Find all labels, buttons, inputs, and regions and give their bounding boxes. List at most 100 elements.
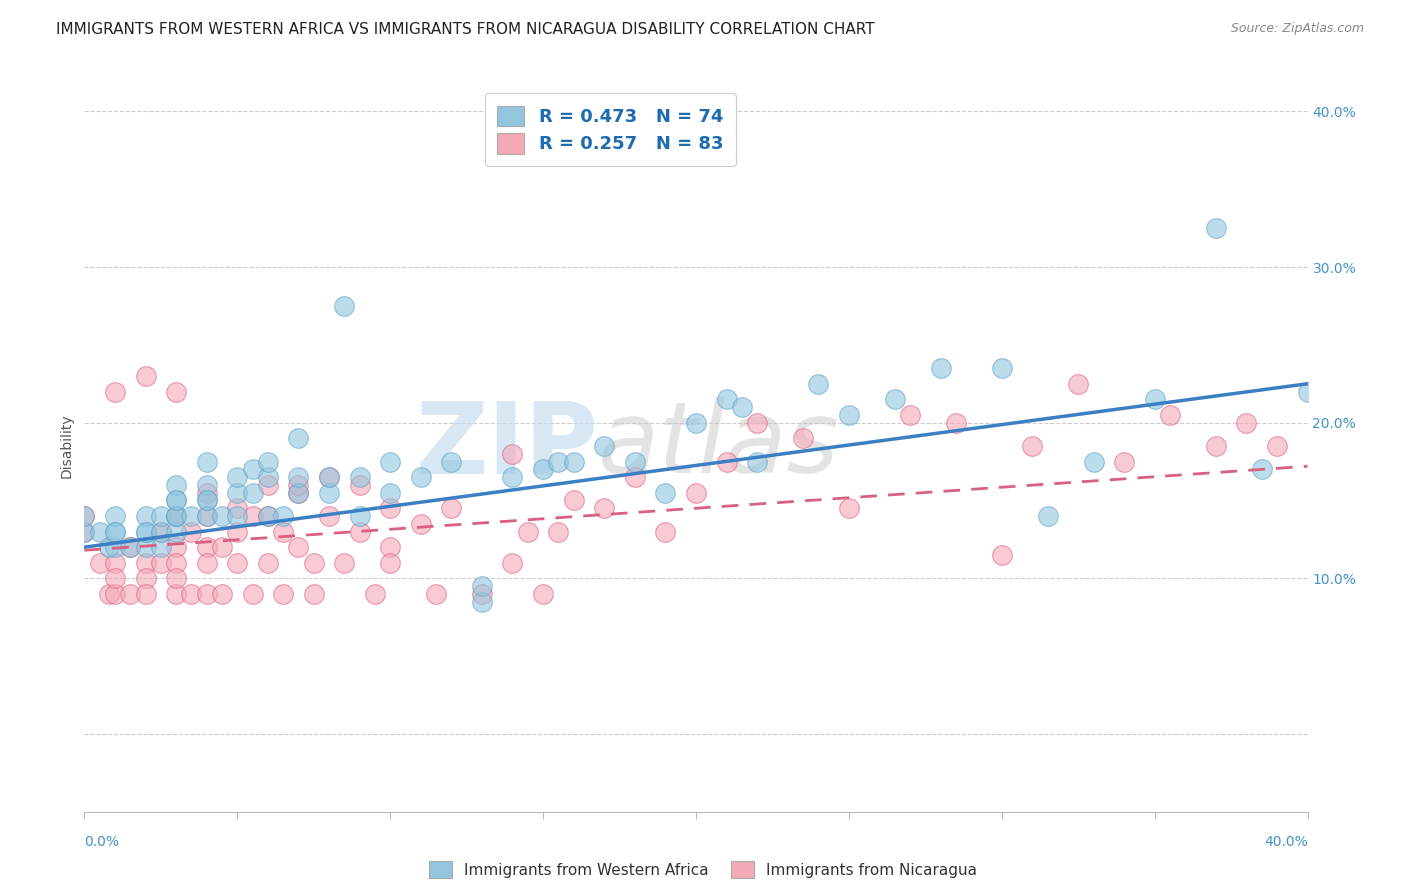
Point bbox=[654, 485, 676, 500]
Point bbox=[195, 587, 218, 601]
Point bbox=[349, 478, 371, 492]
Point bbox=[380, 556, 402, 570]
Point bbox=[838, 408, 860, 422]
Point bbox=[135, 556, 157, 570]
Point bbox=[349, 524, 371, 539]
Point bbox=[318, 470, 340, 484]
Point bbox=[287, 540, 309, 554]
Point bbox=[624, 454, 647, 468]
Point bbox=[792, 431, 814, 445]
Point bbox=[97, 587, 120, 601]
Text: Source: ZipAtlas.com: Source: ZipAtlas.com bbox=[1230, 22, 1364, 36]
Point bbox=[120, 540, 142, 554]
Point bbox=[242, 509, 264, 524]
Point bbox=[425, 587, 447, 601]
Point bbox=[287, 470, 309, 484]
Point bbox=[135, 587, 157, 601]
Point bbox=[364, 587, 387, 601]
Point bbox=[165, 509, 187, 524]
Point bbox=[1205, 439, 1227, 453]
Point bbox=[149, 509, 172, 524]
Point bbox=[149, 540, 172, 554]
Point bbox=[440, 454, 463, 468]
Point bbox=[838, 501, 860, 516]
Point bbox=[287, 431, 309, 445]
Point bbox=[562, 454, 585, 468]
Point bbox=[165, 556, 187, 570]
Point bbox=[165, 524, 187, 539]
Point bbox=[1067, 376, 1090, 391]
Point bbox=[945, 416, 967, 430]
Point bbox=[165, 493, 187, 508]
Point bbox=[287, 478, 309, 492]
Point bbox=[120, 587, 142, 601]
Point bbox=[685, 416, 707, 430]
Point bbox=[165, 509, 187, 524]
Point bbox=[271, 587, 294, 601]
Point bbox=[516, 524, 538, 539]
Point bbox=[593, 439, 616, 453]
Point bbox=[73, 524, 96, 539]
Point bbox=[226, 470, 249, 484]
Point bbox=[287, 485, 309, 500]
Point bbox=[547, 524, 569, 539]
Point bbox=[747, 454, 769, 468]
Point bbox=[991, 361, 1014, 376]
Point bbox=[302, 556, 325, 570]
Point bbox=[211, 540, 233, 554]
Point bbox=[242, 462, 264, 476]
Point bbox=[120, 540, 142, 554]
Point bbox=[257, 509, 280, 524]
Point bbox=[73, 509, 96, 524]
Point bbox=[135, 524, 157, 539]
Point bbox=[180, 587, 202, 601]
Point bbox=[195, 478, 218, 492]
Point bbox=[471, 579, 494, 593]
Point bbox=[318, 485, 340, 500]
Point bbox=[242, 485, 264, 500]
Point bbox=[409, 470, 432, 484]
Point bbox=[195, 509, 218, 524]
Point bbox=[149, 524, 172, 539]
Point bbox=[547, 454, 569, 468]
Point bbox=[180, 524, 202, 539]
Point bbox=[195, 509, 218, 524]
Point bbox=[165, 587, 187, 601]
Point bbox=[257, 470, 280, 484]
Point bbox=[104, 524, 127, 539]
Point bbox=[165, 571, 187, 585]
Point bbox=[195, 493, 218, 508]
Point bbox=[135, 368, 157, 383]
Point bbox=[271, 509, 294, 524]
Point bbox=[502, 556, 524, 570]
Point bbox=[562, 493, 585, 508]
Point bbox=[991, 548, 1014, 562]
Point bbox=[1296, 384, 1319, 399]
Point bbox=[380, 485, 402, 500]
Text: ZIP: ZIP bbox=[415, 398, 598, 494]
Point bbox=[531, 587, 554, 601]
Point bbox=[349, 509, 371, 524]
Point bbox=[502, 447, 524, 461]
Point bbox=[73, 509, 96, 524]
Point bbox=[104, 587, 127, 601]
Point bbox=[409, 516, 432, 531]
Point bbox=[195, 485, 218, 500]
Point bbox=[929, 361, 952, 376]
Point bbox=[226, 556, 249, 570]
Point bbox=[257, 556, 280, 570]
Point bbox=[1205, 221, 1227, 235]
Point bbox=[165, 509, 187, 524]
Point bbox=[302, 587, 325, 601]
Point bbox=[1114, 454, 1136, 468]
Point bbox=[257, 478, 280, 492]
Point bbox=[747, 416, 769, 430]
Point bbox=[502, 470, 524, 484]
Point bbox=[165, 478, 187, 492]
Point bbox=[149, 556, 172, 570]
Text: 40.0%: 40.0% bbox=[1264, 835, 1308, 849]
Point bbox=[226, 485, 249, 500]
Point bbox=[287, 485, 309, 500]
Point bbox=[226, 524, 249, 539]
Point bbox=[1036, 509, 1059, 524]
